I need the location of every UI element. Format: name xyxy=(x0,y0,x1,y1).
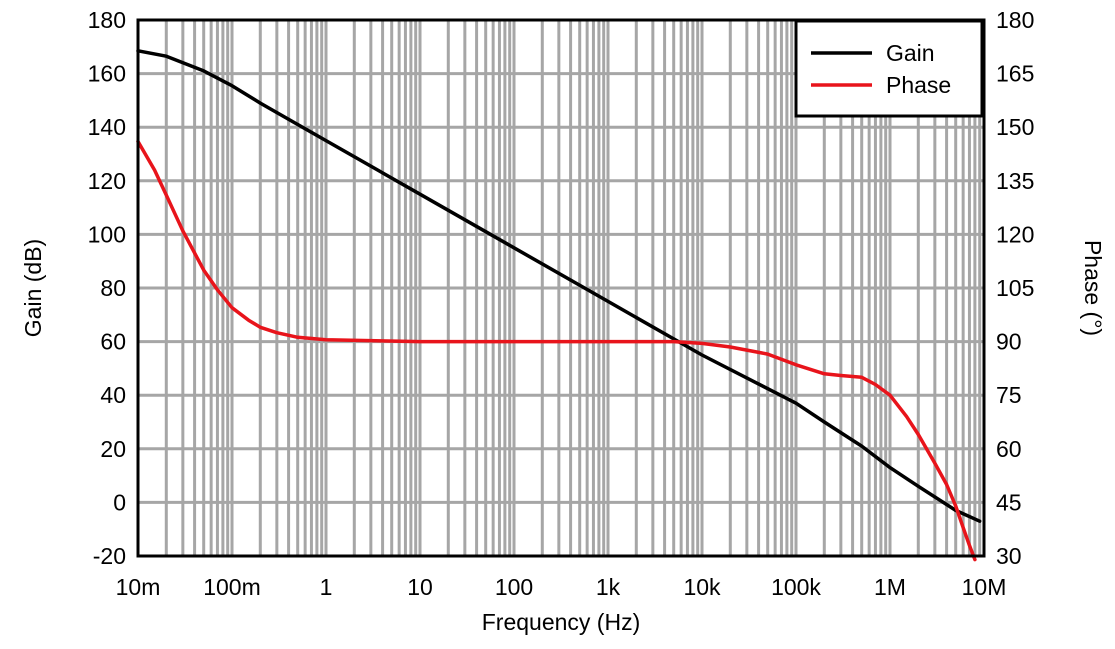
x-tick-label: 100k xyxy=(771,574,821,600)
y2-tick-label: 165 xyxy=(996,61,1034,87)
legend: Gain Phase xyxy=(794,19,984,118)
y2-tick-label: 150 xyxy=(996,114,1034,140)
x-tick-label: 1 xyxy=(320,574,333,600)
y2-tick-label: 180 xyxy=(996,7,1034,33)
legend-box xyxy=(794,19,984,118)
legend-label-phase: Phase xyxy=(886,72,951,98)
y-tick-label: 60 xyxy=(100,329,126,355)
y-tick-label: 100 xyxy=(88,221,126,247)
y2-tick-label: 135 xyxy=(996,168,1034,194)
y-tick-label: 20 xyxy=(100,436,126,462)
plot-frame xyxy=(136,18,986,558)
series-line-phase xyxy=(136,139,977,562)
y2-tick-label: 120 xyxy=(996,221,1034,247)
x-tick-label: 1M xyxy=(874,574,906,600)
y2-axis-label: Phase (°) xyxy=(1080,240,1106,336)
y-axis-label: Gain (dB) xyxy=(20,239,46,337)
legend-label-gain: Gain xyxy=(886,40,935,66)
y-tick-label: 140 xyxy=(88,114,126,140)
y2-tick-label: 105 xyxy=(996,275,1034,301)
y2-tick-label: 30 xyxy=(996,543,1022,569)
tick-labels: 10m 100m 1 10 100 1k 10k 100k 1M 10M -20 0 20 40 60 80 1… xyxy=(88,7,1035,600)
y2-tick-label: 75 xyxy=(996,382,1022,408)
y-tick-label: -20 xyxy=(93,543,126,569)
y-tick-label: 160 xyxy=(88,61,126,87)
x-axis-label: Frequency (Hz) xyxy=(482,609,640,635)
series-line-gain xyxy=(136,49,982,523)
y2-tick-label: 45 xyxy=(996,489,1022,515)
y2-tick-label: 60 xyxy=(996,436,1022,462)
x-tick-label: 10 xyxy=(407,574,433,600)
y-tick-label: 180 xyxy=(88,7,126,33)
series-layer xyxy=(136,49,982,562)
grid xyxy=(136,18,984,558)
y-tick-label: 0 xyxy=(113,489,126,515)
x-tick-label: 100 xyxy=(495,574,533,600)
y2-tick-label: 90 xyxy=(996,329,1022,355)
x-tick-label: 10k xyxy=(683,574,721,600)
x-tick-label: 10M xyxy=(962,574,1007,600)
x-tick-label: 10m xyxy=(116,574,161,600)
x-tick-label: 100m xyxy=(203,574,261,600)
x-tick-label: 1k xyxy=(596,574,621,600)
y-tick-label: 80 xyxy=(100,275,126,301)
y-tick-label: 40 xyxy=(100,382,126,408)
y-tick-label: 120 xyxy=(88,168,126,194)
